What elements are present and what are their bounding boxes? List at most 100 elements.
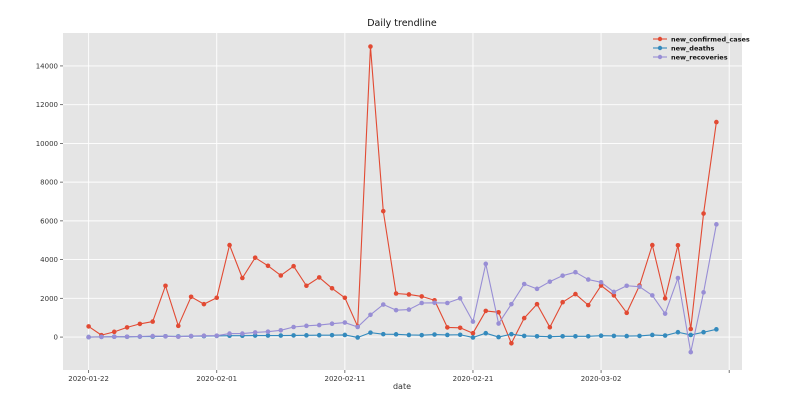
data-point xyxy=(201,333,207,339)
data-point xyxy=(188,333,194,339)
data-point xyxy=(496,309,501,315)
data-point xyxy=(675,242,681,248)
data-point xyxy=(227,242,232,248)
data-point xyxy=(509,331,514,337)
data-point xyxy=(662,311,668,316)
data-point xyxy=(86,334,91,340)
data-point xyxy=(547,334,553,339)
data-point xyxy=(304,333,309,338)
legend-marker xyxy=(657,45,663,51)
data-point xyxy=(598,279,604,285)
x-tick-label: 2020-01-22 xyxy=(68,375,109,383)
data-point xyxy=(521,315,527,321)
data-point xyxy=(316,322,322,328)
data-point xyxy=(483,308,489,314)
data-point xyxy=(470,330,476,336)
data-point xyxy=(560,299,565,305)
data-point xyxy=(380,208,386,214)
data-point xyxy=(662,296,668,301)
data-point xyxy=(176,334,181,339)
y-axis-ticks: 0 2000 4000 6000 8000 10000 12000 14000 xyxy=(36,62,63,342)
data-point xyxy=(585,302,591,308)
data-point xyxy=(688,332,694,338)
data-point xyxy=(201,301,207,307)
data-point xyxy=(419,332,425,338)
series-new-recoveries xyxy=(86,222,719,355)
data-point xyxy=(214,333,220,339)
data-point xyxy=(380,302,386,307)
data-point xyxy=(598,283,604,288)
data-point xyxy=(329,321,335,327)
data-point xyxy=(688,326,694,332)
data-point xyxy=(714,327,719,332)
data-point xyxy=(176,323,181,329)
data-point xyxy=(457,325,463,331)
data-point xyxy=(573,334,578,339)
chart-title: Daily trendline xyxy=(367,18,437,29)
data-point xyxy=(445,332,450,338)
data-point xyxy=(432,332,437,337)
data-point xyxy=(547,324,553,330)
data-point xyxy=(278,328,284,333)
legend-label: new_deaths xyxy=(671,44,714,52)
data-point xyxy=(662,333,668,338)
data-point xyxy=(393,291,399,296)
data-point xyxy=(214,295,220,301)
data-point xyxy=(470,335,476,340)
data-point xyxy=(432,300,437,306)
data-point xyxy=(509,301,514,307)
data-point xyxy=(650,332,655,338)
data-point xyxy=(304,283,309,289)
data-point xyxy=(483,330,489,336)
data-point xyxy=(368,312,373,318)
x-tick-label: 2020-02-11 xyxy=(325,375,366,383)
data-point xyxy=(406,332,412,338)
data-point xyxy=(137,334,143,339)
data-point xyxy=(457,332,463,338)
y-tick-label: 12000 xyxy=(36,101,58,109)
series-layer xyxy=(86,44,719,355)
data-point xyxy=(111,329,117,335)
data-point xyxy=(624,310,629,316)
data-point xyxy=(380,331,386,337)
data-point xyxy=(637,284,642,290)
data-point xyxy=(111,334,117,339)
data-point xyxy=(675,329,681,335)
data-point xyxy=(624,333,629,339)
series-line xyxy=(88,46,717,344)
data-point xyxy=(496,334,501,340)
legend-label: new_confirmed_cases xyxy=(671,35,750,43)
legend-label: new_recoveries xyxy=(671,53,728,61)
data-point xyxy=(355,335,360,340)
data-point xyxy=(611,289,617,295)
data-point xyxy=(445,325,450,330)
data-point xyxy=(252,330,258,335)
data-point xyxy=(509,340,514,346)
data-point xyxy=(445,300,450,306)
data-point xyxy=(240,331,245,336)
data-point xyxy=(278,333,284,338)
data-point xyxy=(99,334,104,340)
data-point xyxy=(278,273,284,278)
data-point xyxy=(329,332,335,338)
y-tick-label: 0 xyxy=(54,334,58,342)
y-tick-label: 14000 xyxy=(36,62,58,70)
y-tick-label: 2000 xyxy=(40,295,58,303)
data-point xyxy=(316,332,322,338)
data-point xyxy=(252,255,258,260)
data-point xyxy=(368,330,373,335)
data-point xyxy=(521,281,527,287)
data-point xyxy=(393,307,399,313)
data-point xyxy=(714,119,719,125)
data-point xyxy=(496,321,501,326)
data-point xyxy=(124,334,130,339)
data-point xyxy=(573,291,578,297)
y-tick-label: 4000 xyxy=(40,256,58,264)
data-point xyxy=(393,332,399,337)
data-point xyxy=(534,301,540,307)
data-point xyxy=(227,331,232,336)
x-tick-label: 2020-02-01 xyxy=(196,375,237,383)
data-point xyxy=(316,275,322,280)
data-point xyxy=(688,349,694,355)
